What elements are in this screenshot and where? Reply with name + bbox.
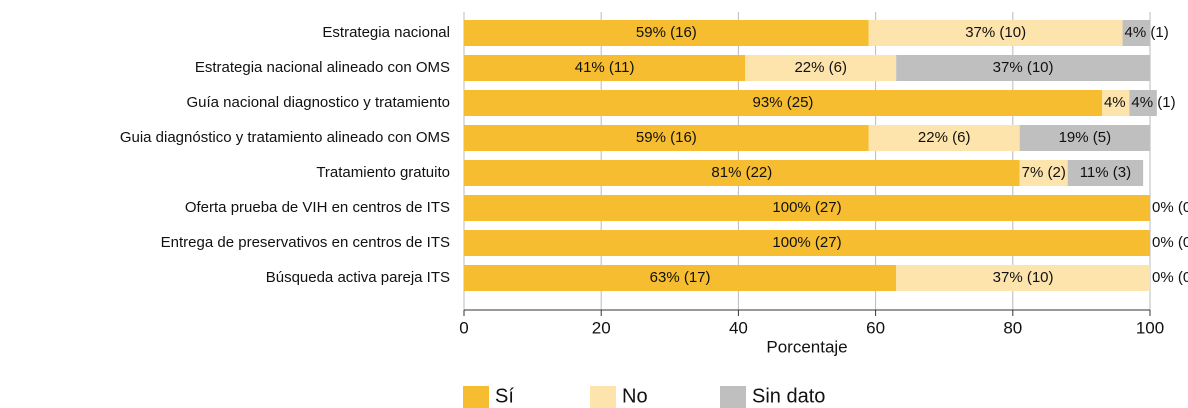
bar-segment xyxy=(745,55,897,81)
category-label: Guía nacional diagnostico y tratamiento xyxy=(187,94,451,111)
value-label: 7% (2) xyxy=(1022,164,1066,181)
bar-segment xyxy=(1122,20,1150,46)
legend-swatch xyxy=(463,386,489,408)
value-label: 59% (16) xyxy=(636,24,697,41)
value-label: 4% (1) xyxy=(1125,24,1169,41)
bar-segment xyxy=(1101,90,1130,116)
bar-segment xyxy=(868,125,1020,151)
bar-segment xyxy=(464,55,746,81)
legend-swatch xyxy=(590,386,616,408)
value-label: 37% (10) xyxy=(993,59,1054,76)
value-label: 41% (11) xyxy=(575,59,635,76)
value-label: 22% (6) xyxy=(918,129,971,146)
bar-segment xyxy=(464,20,869,46)
x-tick-label: 80 xyxy=(1003,318,1022,337)
category-label: Entrega de preservativos en centros de I… xyxy=(161,234,450,251)
x-tick-label: 20 xyxy=(592,318,611,337)
bar-segment xyxy=(464,160,1020,186)
value-label: 11% (3) xyxy=(1080,164,1131,181)
legend-label: Sí xyxy=(495,385,514,407)
value-label: 0% (0) xyxy=(1152,199,1188,216)
bar-segment xyxy=(896,265,1150,291)
value-label: 0% (0) xyxy=(1152,269,1188,286)
bar-segment xyxy=(464,90,1102,116)
value-label: 22% (6) xyxy=(794,59,847,76)
x-tick-label: 100 xyxy=(1136,318,1164,337)
bar-segment xyxy=(464,195,1150,221)
bar-segment xyxy=(868,20,1123,46)
value-label: 93% (25) xyxy=(753,94,814,111)
category-label: Guia diagnóstico y tratamiento alineado … xyxy=(120,129,450,146)
value-label: 100% (27) xyxy=(772,234,841,251)
category-label: Oferta prueba de VIH en centros de ITS xyxy=(185,199,450,216)
category-label: Búsqueda activa pareja ITS xyxy=(266,269,450,286)
x-tick-label: 40 xyxy=(729,318,748,337)
value-label: 81% (22) xyxy=(711,164,772,181)
bar-segment xyxy=(464,265,897,291)
x-axis-label: Porcentaje xyxy=(766,337,847,356)
bar-segment xyxy=(464,125,869,151)
x-tick-label: 0 xyxy=(459,318,468,337)
bar-segment xyxy=(464,230,1150,256)
legend-swatch xyxy=(720,386,746,408)
legend-label: Sin dato xyxy=(752,385,825,407)
bar-segment xyxy=(1129,90,1157,116)
value-label: 59% (16) xyxy=(636,129,697,146)
value-label: 63% (17) xyxy=(650,269,711,286)
bar-segment xyxy=(1067,160,1144,186)
bar-segment xyxy=(896,55,1150,81)
value-label: 100% (27) xyxy=(772,199,841,216)
value-label: 37% (10) xyxy=(993,269,1054,286)
bar-segment xyxy=(1019,160,1068,186)
category-label: Tratamiento gratuito xyxy=(316,164,450,181)
x-tick-label: 60 xyxy=(866,318,885,337)
bar-segment xyxy=(1019,125,1150,151)
legend-label: No xyxy=(622,385,648,407)
value-label: 19% (5) xyxy=(1059,129,1112,146)
value-label: 37% (10) xyxy=(965,24,1026,41)
category-label: Estrategia nacional alineado con OMS xyxy=(195,59,450,76)
value-label: 0% (0) xyxy=(1152,234,1188,251)
value-label: 4% (1) xyxy=(1131,94,1175,111)
category-label: Estrategia nacional xyxy=(322,24,450,41)
